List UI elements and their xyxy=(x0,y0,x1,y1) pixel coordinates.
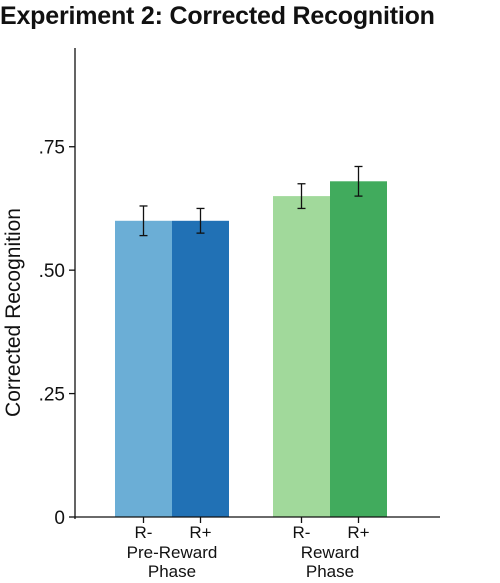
y-tick-label: 0 xyxy=(54,508,65,529)
x-group-label: Pre-Reward xyxy=(127,543,218,562)
bar-Rplus-group0 xyxy=(172,220,229,517)
y-tick-label: .50 xyxy=(39,261,65,282)
bar-Rminus-group1 xyxy=(273,196,330,517)
y-axis-title: Corrected Recognition xyxy=(2,208,25,417)
bar-Rplus-group1 xyxy=(330,181,387,517)
x-group-label: Phase xyxy=(306,562,354,581)
x-group-label: Reward xyxy=(301,543,360,562)
x-group-label: Phase xyxy=(148,562,196,581)
x-category-label: R- xyxy=(293,523,311,542)
x-category-label: R+ xyxy=(189,523,211,542)
chart-title: Experiment 2: Corrected Recognition xyxy=(0,2,435,30)
bar-Rminus-group0 xyxy=(115,220,172,517)
y-tick-label: .75 xyxy=(39,138,65,159)
y-tick-label: .25 xyxy=(39,385,65,406)
x-category-label: R- xyxy=(135,523,153,542)
x-category-label: R+ xyxy=(347,523,369,542)
